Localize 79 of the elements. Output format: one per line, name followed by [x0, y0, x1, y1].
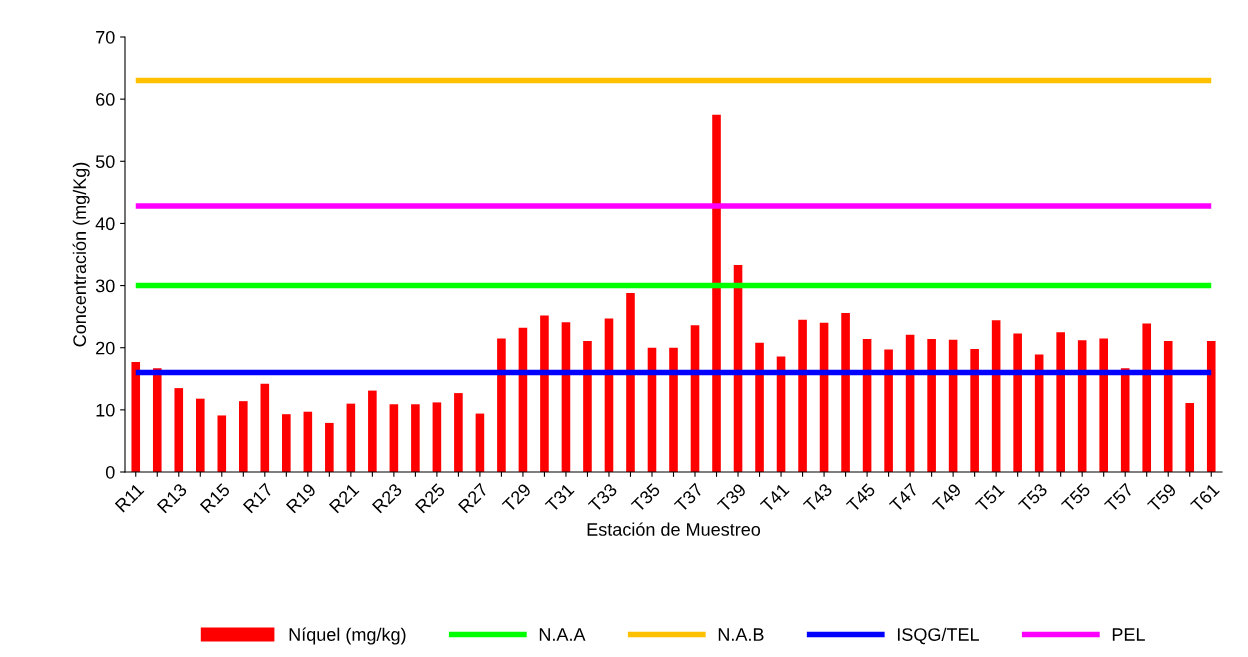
x-tick-label: T57 — [1103, 482, 1134, 513]
legend-label: N.A.B — [718, 628, 764, 641]
x-tick-label: R25 — [414, 482, 446, 514]
bar — [217, 415, 227, 472]
x-tick-label: T41 — [759, 482, 790, 513]
bar — [174, 388, 184, 472]
bar — [497, 338, 506, 472]
bar — [991, 320, 1001, 472]
bar — [282, 414, 291, 472]
x-tick-label: T39 — [716, 482, 747, 513]
y-tick-label: 60 — [96, 93, 115, 106]
x-tick-label: R23 — [371, 482, 403, 514]
y-tick-label: 70 — [96, 30, 115, 44]
x-tick-label: T49 — [931, 482, 962, 513]
x-tick-label: R15 — [199, 482, 231, 514]
bar — [1206, 340, 1216, 472]
x-tick-label: T51 — [974, 482, 1005, 513]
x-tick-label: T53 — [1017, 482, 1048, 513]
x-tick-label: R21 — [328, 482, 360, 514]
y-tick-label: 20 — [96, 341, 115, 355]
y-tick-label: 10 — [96, 403, 115, 417]
bar — [1142, 323, 1152, 472]
x-tick-label: R11 — [114, 482, 145, 513]
bar — [1185, 403, 1195, 472]
bar — [454, 393, 463, 472]
bar — [583, 340, 592, 472]
bar — [1099, 338, 1108, 472]
bar — [131, 362, 141, 472]
y-tick-label: 30 — [95, 279, 115, 293]
bar — [303, 411, 313, 472]
legend-label: N.A.A — [539, 628, 586, 641]
legend-label: PEL — [1112, 628, 1145, 641]
bar — [669, 347, 678, 472]
bar — [152, 368, 162, 472]
x-tick-label: T33 — [587, 482, 618, 513]
y-axis-title: Concentración (mg/Kg) — [72, 162, 90, 347]
bar — [970, 348, 979, 472]
bar — [755, 342, 764, 472]
x-tick-label: R19 — [285, 482, 317, 514]
legend-label: Níquel (mg/kg) — [289, 627, 406, 645]
x-tick-label: T31 — [544, 482, 575, 513]
y-tick-label: 0 — [105, 465, 115, 479]
x-axis-title: Estación de Muestreo — [587, 522, 761, 536]
x-tick-label: T61 — [1189, 482, 1220, 513]
bar — [411, 404, 420, 472]
x-tick-label: T45 — [845, 482, 876, 513]
x-tick-label: T55 — [1060, 482, 1092, 513]
x-tick-label: R17 — [242, 482, 274, 514]
bar — [712, 114, 721, 472]
bar — [260, 383, 270, 472]
bar — [626, 293, 635, 472]
bar — [1120, 368, 1130, 472]
legend-label: ISQG/TEL — [897, 627, 979, 645]
x-tick-label: R13 — [156, 482, 188, 514]
bar — [884, 349, 893, 472]
bar — [1163, 340, 1173, 472]
x-tick-label: T59 — [1146, 482, 1177, 513]
x-tick-label: T29 — [501, 482, 532, 513]
y-tick-label: 50 — [95, 155, 115, 169]
bar — [325, 422, 334, 472]
bar — [346, 403, 356, 472]
y-tick-label: 40 — [95, 217, 115, 231]
bar — [798, 319, 807, 472]
x-tick-label: R27 — [457, 482, 489, 514]
x-tick-label: T37 — [673, 482, 704, 513]
bar — [841, 312, 850, 472]
bar — [1056, 332, 1065, 472]
bar — [432, 402, 442, 472]
bar — [195, 398, 205, 472]
x-tick-label: T43 — [802, 482, 833, 513]
bar — [927, 339, 936, 472]
bar — [540, 315, 549, 472]
x-tick-label: T47 — [888, 482, 919, 513]
bar — [1013, 333, 1022, 472]
bar — [389, 404, 399, 472]
bar — [239, 401, 248, 472]
x-tick-label: T35 — [630, 482, 661, 513]
bar — [475, 413, 485, 472]
bar — [368, 390, 377, 472]
